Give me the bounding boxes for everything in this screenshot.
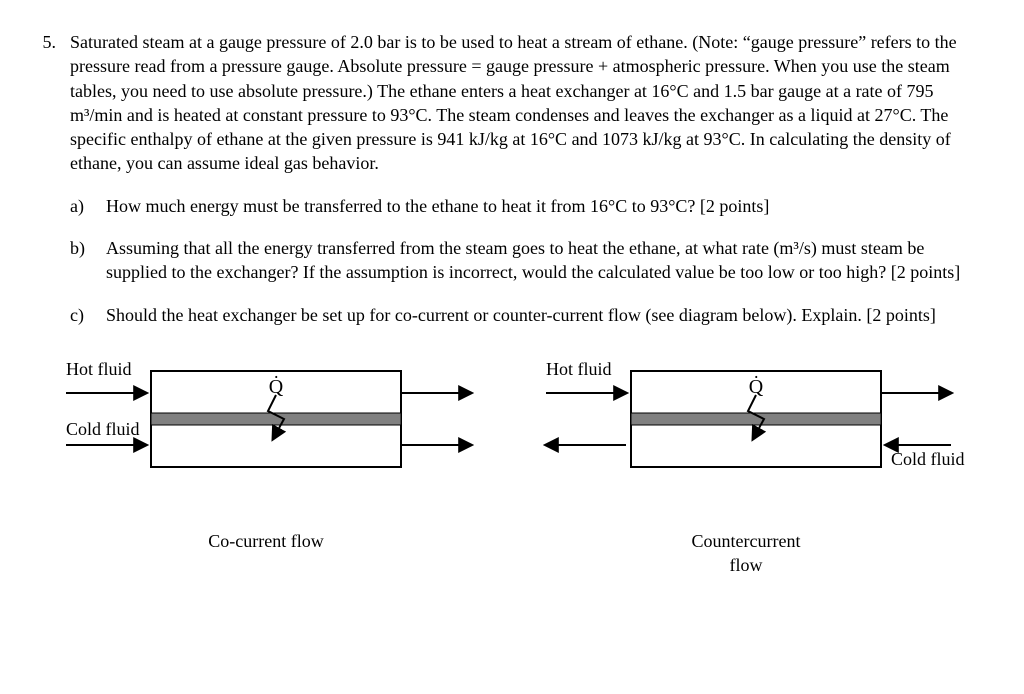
- co-current-caption: Co-current flow: [56, 529, 476, 553]
- counter-current-diagram: Q̇ Hot fluid Cold fluid Countercurrent f…: [536, 353, 956, 523]
- cold-fluid-label: Cold fluid: [891, 449, 965, 469]
- co-current-diagram: Q̇ Hot fluid Cold fluid Co-current flow: [56, 353, 476, 523]
- part-a: a) How much energy must be transferred t…: [70, 194, 974, 218]
- part-a-text: How much energy must be transferred to t…: [106, 194, 769, 218]
- part-b-label: b): [70, 236, 92, 285]
- part-a-label: a): [70, 194, 92, 218]
- part-c-label: c): [70, 303, 92, 327]
- cold-fluid-label: Cold fluid: [66, 419, 140, 439]
- hot-fluid-label: Hot fluid: [66, 359, 132, 379]
- part-c-text: Should the heat exchanger be set up for …: [106, 303, 936, 327]
- part-b-text: Assuming that all the energy transferred…: [106, 236, 974, 285]
- part-c: c) Should the heat exchanger be set up f…: [70, 303, 974, 327]
- hot-fluid-label: Hot fluid: [546, 359, 612, 379]
- problem-5: 5. Saturated steam at a gauge pressure o…: [30, 30, 974, 327]
- q-label: Q̇: [269, 374, 284, 398]
- q-label: Q̇: [749, 374, 764, 398]
- problem-body: Saturated steam at a gauge pressure of 2…: [70, 30, 974, 327]
- problem-number: 5.: [30, 30, 56, 327]
- problem-stem: Saturated steam at a gauge pressure of 2…: [70, 30, 974, 176]
- counter-current-caption: Countercurrent flow: [536, 529, 956, 578]
- part-b: b) Assuming that all the energy transfer…: [70, 236, 974, 285]
- diagram-row: Q̇ Hot fluid Cold fluid Co-current flow: [56, 353, 974, 523]
